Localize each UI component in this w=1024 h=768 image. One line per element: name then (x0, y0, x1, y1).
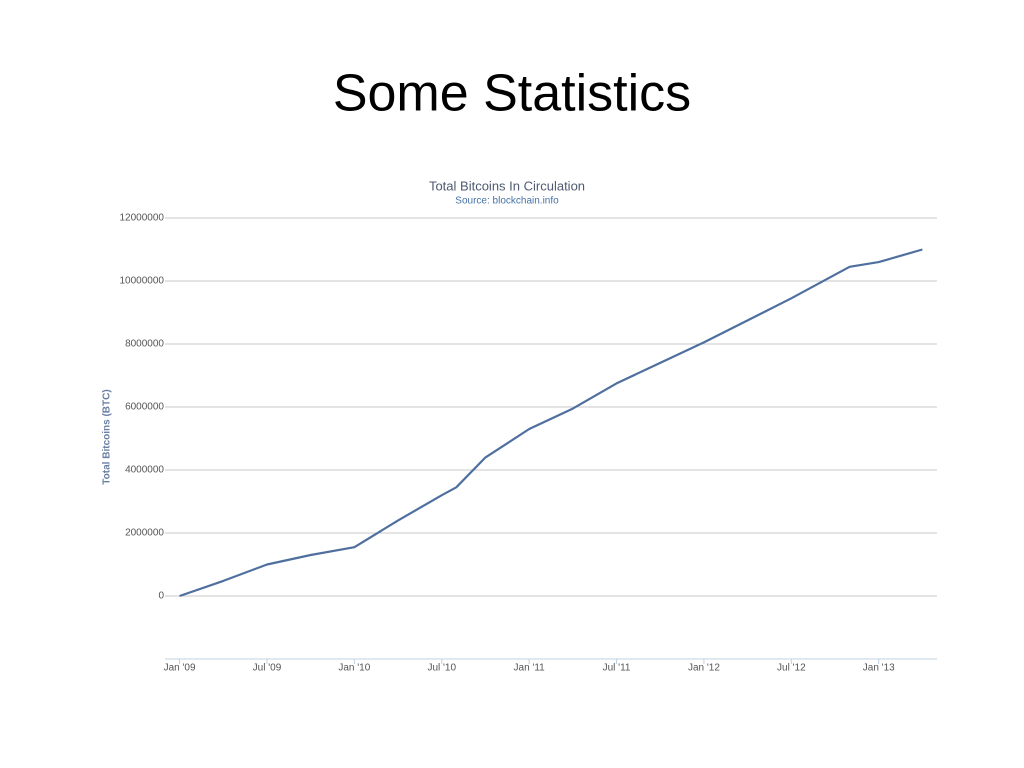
x-tick-label: Jul '09 (253, 663, 282, 674)
y-tick-label: 10000000 (120, 276, 165, 287)
x-tick-label: Jan '11 (514, 663, 546, 674)
y-tick-label: 2000000 (125, 528, 164, 539)
x-tick-label: Jul '12 (777, 663, 806, 674)
x-tick-label: Jan '13 (863, 663, 895, 674)
x-tick-label: Jan '09 (164, 663, 196, 674)
data-line (179, 248, 923, 598)
y-tick-label: 8000000 (125, 339, 164, 350)
y-tick-label: 12000000 (120, 213, 165, 224)
x-tick-label: Jul '11 (603, 663, 631, 674)
chart-subtitle: Source: blockchain.info (455, 196, 559, 207)
x-tick-label: Jan '12 (688, 663, 720, 674)
slide-title: Some Statistics (333, 65, 691, 123)
y-tick-label: 0 (158, 591, 164, 602)
y-axis-label: Total Bitcoins (BTC) (102, 389, 113, 484)
y-tick-label: 6000000 (125, 402, 164, 413)
y-tick-label: 4000000 (125, 465, 164, 476)
x-tick-label: Jan '10 (338, 663, 370, 674)
x-tick-label: Jul '10 (427, 663, 456, 674)
chart-title: Total Bitcoins In Circulation (429, 178, 585, 193)
